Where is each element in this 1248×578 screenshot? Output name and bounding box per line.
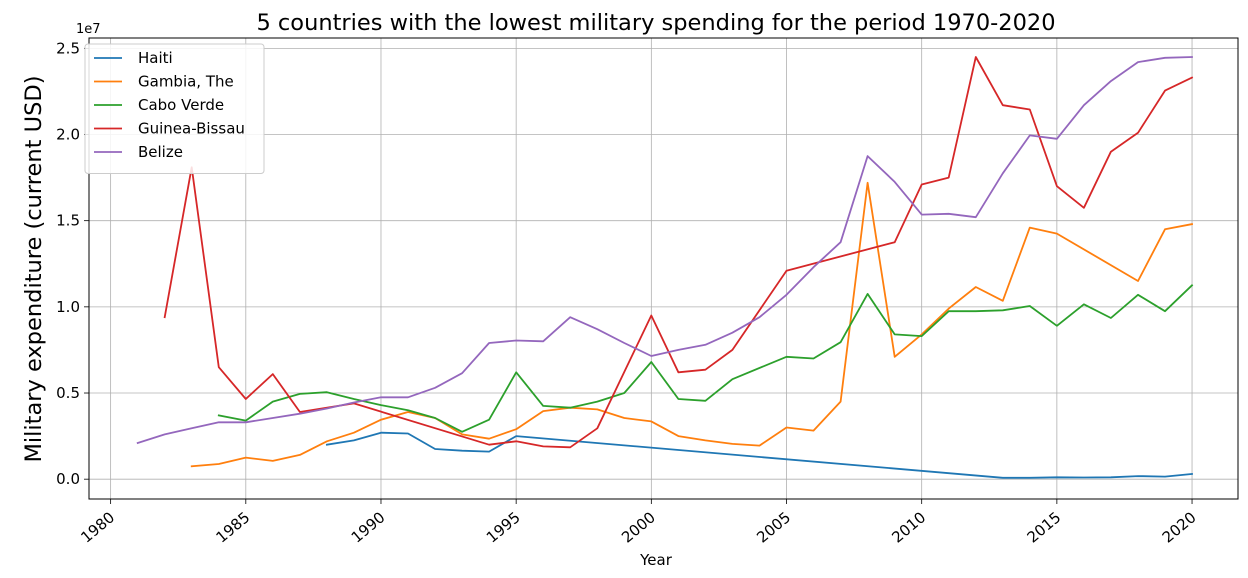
y-tick-label: 1.5 <box>56 212 80 230</box>
legend-label-belize: Belize <box>138 143 183 161</box>
x-axis: 1980 1985 1990 1995 2000 2005 2010 2015 2020 <box>77 499 1200 547</box>
y-tick-label: 2.0 <box>56 126 80 144</box>
y-tick-label: 0.0 <box>56 470 80 488</box>
x-axis-label: Year <box>639 551 673 569</box>
legend-label-haiti: Haiti <box>138 49 173 67</box>
x-tick-label: 1985 <box>213 508 254 546</box>
x-tick-label: 2000 <box>618 508 659 546</box>
legend-label-cabo-verde: Cabo Verde <box>138 96 224 114</box>
y-axis: 0.0 0.5 1.0 1.5 2.0 2.5 <box>56 39 89 488</box>
legend: Haiti Gambia, The Cabo Verde Guinea-Bissau B… <box>84 43 265 174</box>
chart-title: 5 countries with the lowest military spe… <box>256 10 1055 36</box>
legend-box <box>84 43 265 174</box>
grid <box>89 38 1238 499</box>
x-tick-label: 1980 <box>77 508 118 546</box>
y-axis-label: Military expenditure (current USD) <box>21 76 47 463</box>
y-tick-label: 0.5 <box>56 384 80 402</box>
legend-label-gambia-the: Gambia, The <box>138 73 234 91</box>
legend-label-guinea-bissau: Guinea-Bissau <box>138 120 245 138</box>
series-line-haiti <box>325 431 1193 479</box>
x-tick-label: 2005 <box>753 508 794 546</box>
y-tick-label: 1.0 <box>56 298 80 316</box>
series-layer <box>136 56 1194 479</box>
y-tick-label: 2.5 <box>56 39 80 57</box>
series-line-guinea-bissau <box>163 56 1194 449</box>
x-tick-label: 1995 <box>483 508 524 546</box>
series-line-gambia-the <box>190 181 1194 468</box>
x-tick-label: 2020 <box>1159 508 1200 546</box>
y-offset-label: 1e7 <box>76 22 101 37</box>
x-tick-label: 1990 <box>348 508 389 546</box>
plot-frame <box>88 37 1239 500</box>
series-line-belize <box>136 56 1193 445</box>
x-tick-label: 2010 <box>888 508 929 546</box>
x-tick-label: 2015 <box>1024 508 1065 546</box>
series-line-cabo-verde <box>217 284 1194 433</box>
